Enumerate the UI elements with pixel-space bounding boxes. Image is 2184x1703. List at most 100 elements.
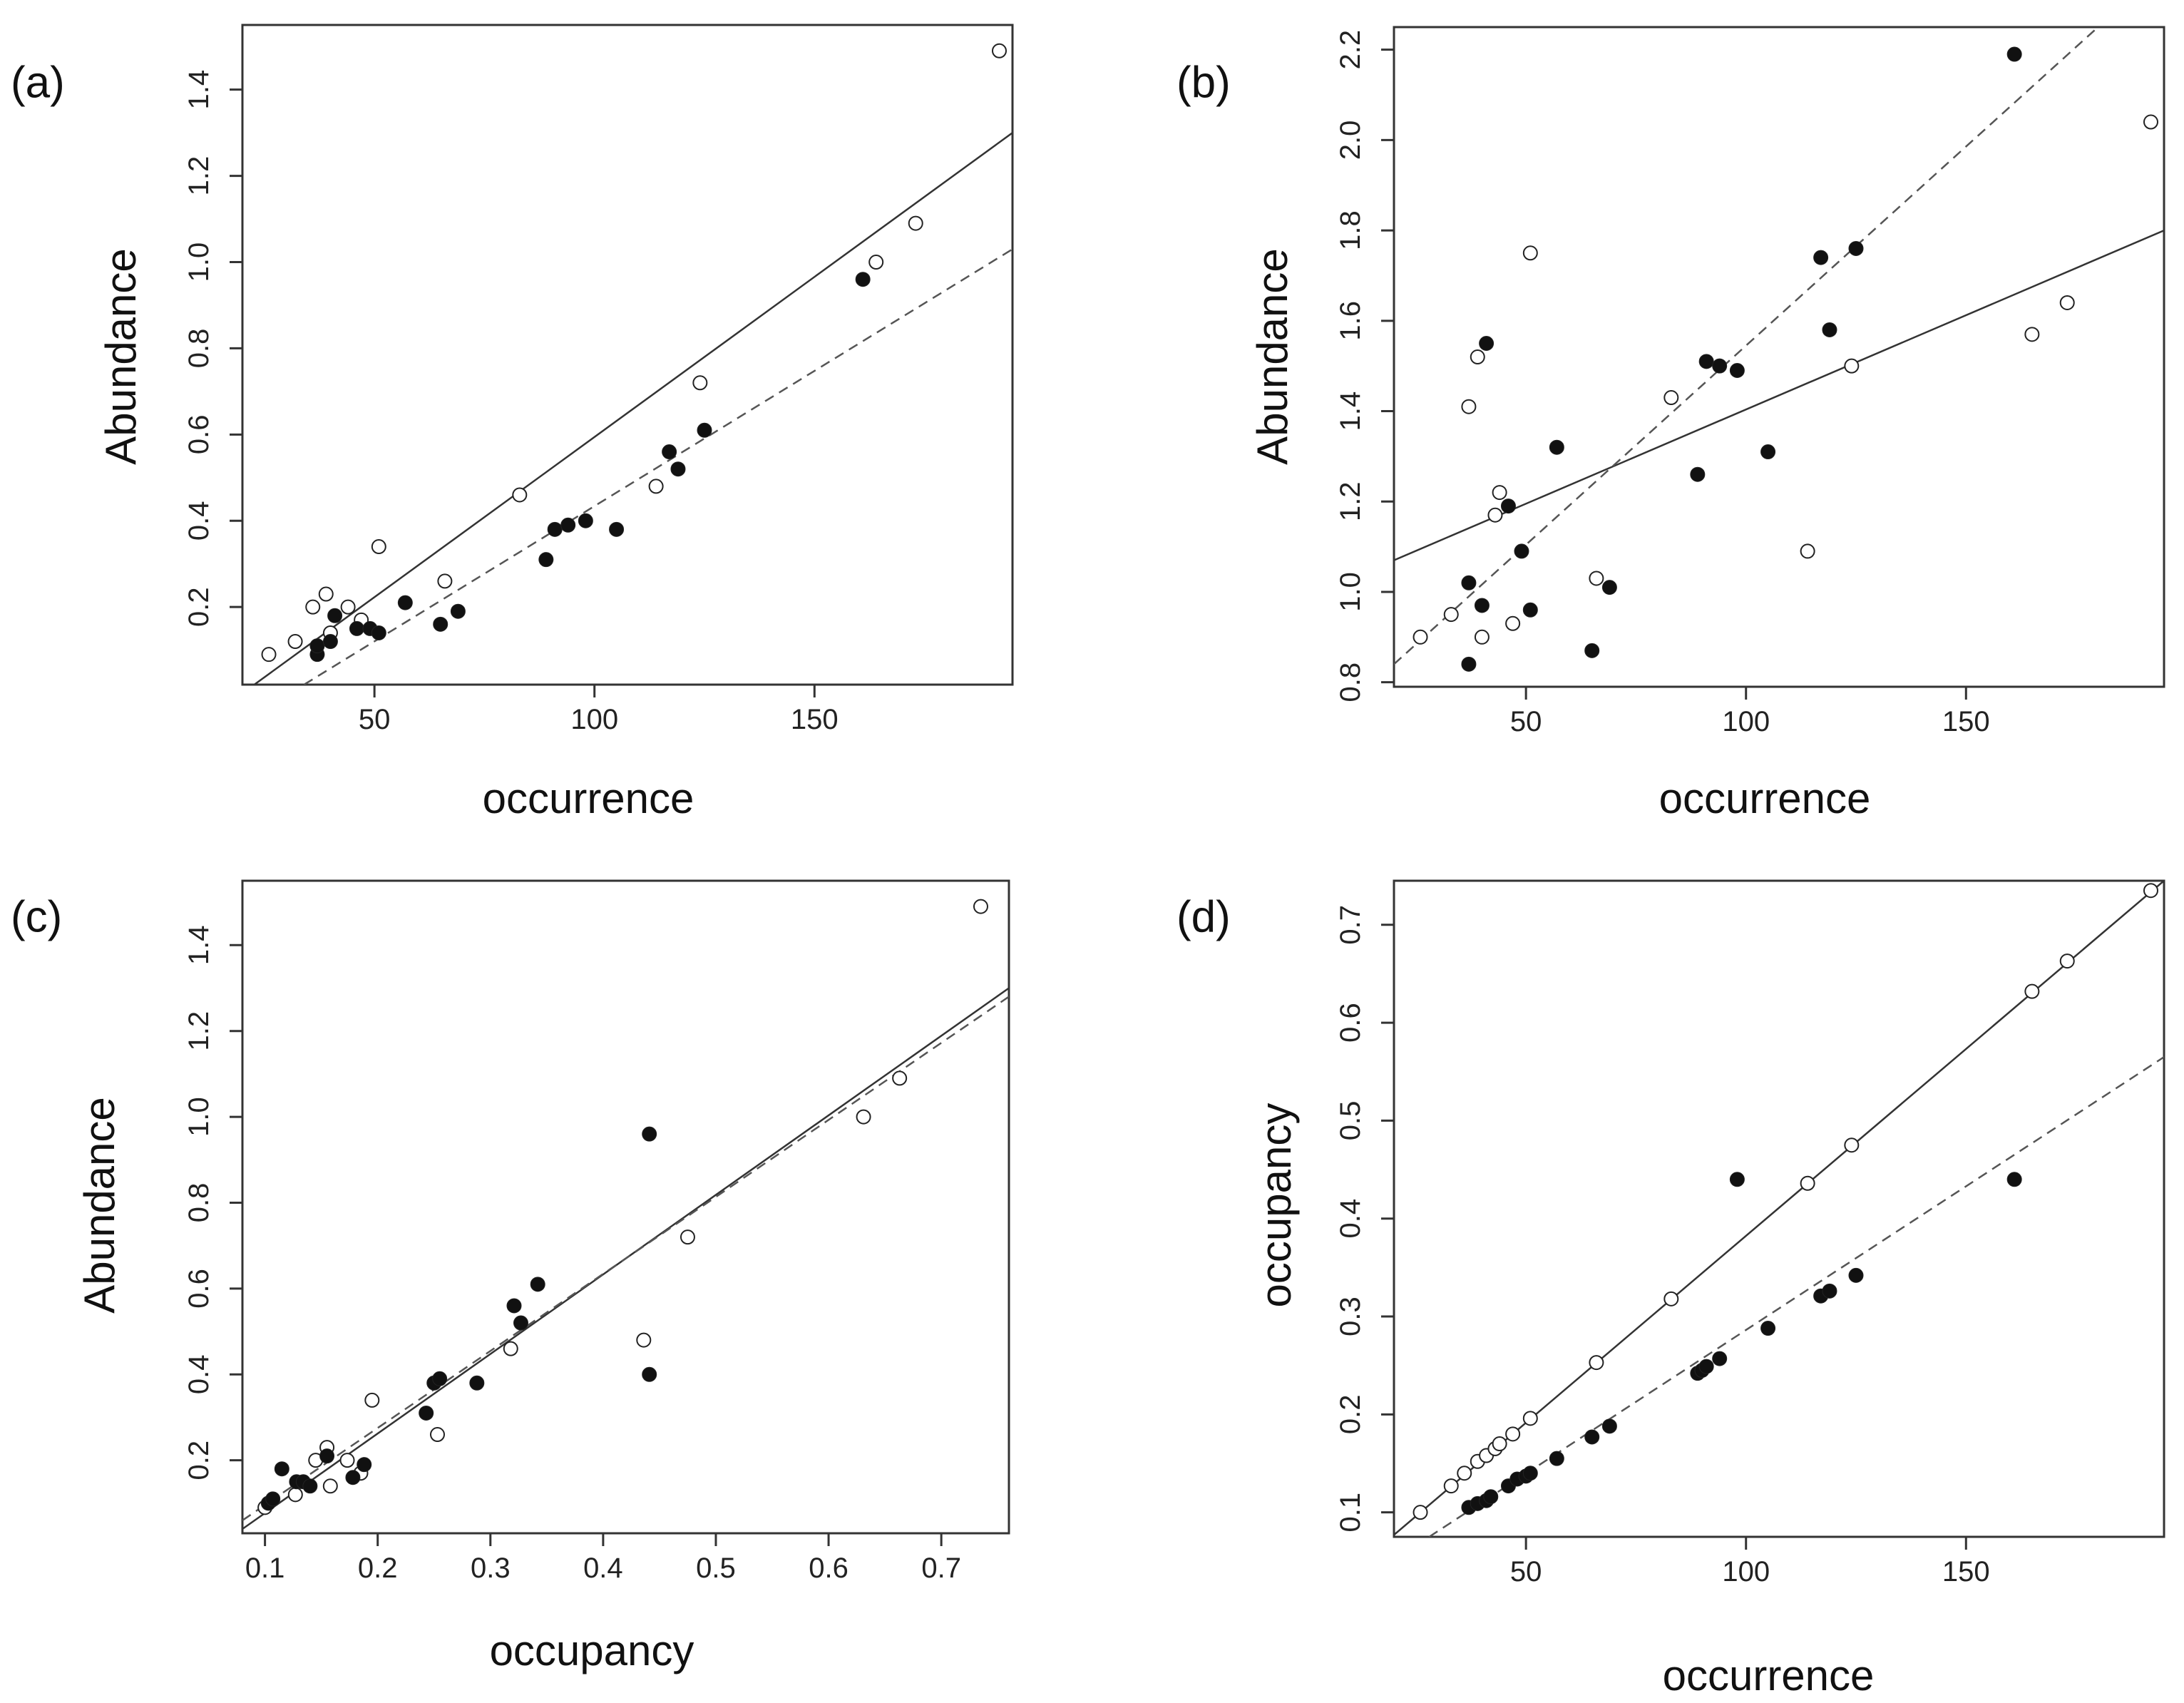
filled-data-point xyxy=(1848,1267,1864,1283)
y-axis-title: Abundance xyxy=(97,248,145,465)
y-tick-label: 0.2 xyxy=(183,587,215,627)
open-data-point xyxy=(287,634,303,650)
filled-data-point xyxy=(1474,598,1490,613)
y-tick-label: 1.4 xyxy=(1335,392,1366,431)
filled-data-point xyxy=(1549,1451,1564,1466)
x-tick-label: 50 xyxy=(1510,706,1542,737)
filled-data-point xyxy=(1479,335,1495,351)
filled-data-point xyxy=(1712,358,1728,374)
plot-frame xyxy=(241,879,1010,1535)
filled-data-point xyxy=(855,272,871,287)
filled-data-point xyxy=(662,444,677,460)
x-tick-label: 100 xyxy=(1722,706,1770,737)
y-tick-label: 0.4 xyxy=(183,1354,215,1394)
y-tick-label: 0.2 xyxy=(183,1441,215,1480)
open-data-point xyxy=(856,1109,871,1125)
filled-data-point xyxy=(1500,498,1516,514)
panel-label: (b) xyxy=(1176,58,1231,107)
y-tick-label: 1.4 xyxy=(183,925,215,965)
open-data-point xyxy=(1663,390,1679,406)
x-axis-title: occurrence xyxy=(1663,1652,1875,1699)
filled-data-point xyxy=(1522,602,1538,618)
filled-data-point xyxy=(506,1298,522,1314)
x-tick-label: 0.3 xyxy=(471,1553,511,1584)
filled-data-point xyxy=(419,1405,434,1421)
open-data-point xyxy=(339,1453,355,1468)
open-data-point xyxy=(1443,1478,1459,1494)
x-tick-label: 150 xyxy=(1942,706,1990,737)
open-data-point xyxy=(2143,114,2158,130)
x-tick-label: 0.1 xyxy=(245,1553,285,1584)
filled-data-point xyxy=(642,1126,657,1142)
open-data-point xyxy=(1800,543,1815,559)
plot-frame xyxy=(1393,879,2165,1538)
panel-a: (a) 50 100 150 0.2 0.4 0.6 0.8 1.0 1.2 1.4 occurren… xyxy=(11,24,1014,822)
y-tick-label: 1.2 xyxy=(183,156,215,196)
open-data-point xyxy=(261,647,277,663)
x-tick-label: 0.4 xyxy=(583,1553,623,1584)
y-tick-label: 1.0 xyxy=(1335,572,1366,612)
open-data-point xyxy=(991,43,1007,58)
open-data-point xyxy=(2059,295,2075,310)
filled-data-point xyxy=(2006,1172,2022,1187)
open-data-point xyxy=(1443,607,1459,623)
y-axis-title: occupancy xyxy=(1252,1103,1300,1308)
open-data-point xyxy=(1413,1505,1428,1520)
open-data-point xyxy=(1589,571,1604,586)
y-tick-label: 0.5 xyxy=(1335,1101,1366,1141)
open-data-point xyxy=(692,375,708,391)
solid-fit-line xyxy=(252,132,1012,685)
y-tick-label: 1.2 xyxy=(183,1011,215,1051)
open-data-point xyxy=(1663,1291,1679,1306)
panel-d: (d) 50 100 150 0.1 0.2 0.3 0.4 0.5 0.6 0.7 occurren… xyxy=(1176,879,2165,1699)
open-data-point xyxy=(1589,1355,1604,1371)
filled-data-point xyxy=(302,1478,318,1494)
filled-data-point xyxy=(538,552,554,568)
filled-data-point xyxy=(1601,1418,1617,1434)
open-data-point xyxy=(1800,1175,1815,1191)
open-data-point xyxy=(512,487,528,503)
panel-label: (c) xyxy=(11,892,62,941)
filled-data-point xyxy=(1483,1489,1499,1505)
open-data-point xyxy=(1844,358,1860,374)
open-data-point xyxy=(908,215,923,231)
y-tick-label: 0.4 xyxy=(1335,1199,1366,1239)
filled-data-point xyxy=(513,1315,528,1331)
x-tick-label: 50 xyxy=(1510,1556,1542,1587)
x-tick-label: 0.2 xyxy=(358,1553,398,1584)
open-data-point xyxy=(1474,629,1490,645)
filled-data-point xyxy=(327,608,343,623)
y-tick-label: 0.6 xyxy=(183,1269,215,1309)
open-data-point xyxy=(287,1487,303,1503)
y-tick-label: 1.8 xyxy=(1335,210,1366,250)
filled-data-point xyxy=(1822,1283,1837,1299)
x-axis-title: occurrence xyxy=(483,774,694,822)
open-data-point xyxy=(1461,399,1477,414)
x-axis-title: occurrence xyxy=(1659,774,1871,822)
filled-data-point xyxy=(1461,575,1477,590)
open-data-point xyxy=(322,1478,338,1494)
filled-data-point xyxy=(432,1371,448,1386)
filled-data-point xyxy=(1813,250,1829,265)
open-data-point xyxy=(973,899,988,914)
filled-data-point xyxy=(697,422,712,438)
open-data-point xyxy=(1487,507,1503,523)
open-data-point xyxy=(1522,245,1538,261)
open-data-point xyxy=(2059,953,2075,969)
open-data-point xyxy=(305,599,321,615)
x-axis-title: occupancy xyxy=(490,1627,694,1674)
open-data-point xyxy=(318,586,334,602)
dashed-fit-line xyxy=(303,248,1012,685)
y-axis-title: Abundance xyxy=(76,1097,123,1314)
y-tick-label: 0.7 xyxy=(1335,905,1366,945)
solid-fit-line xyxy=(1394,229,2164,561)
open-data-point xyxy=(1492,485,1507,501)
open-data-point xyxy=(503,1341,518,1356)
y-tick-label: 0.4 xyxy=(183,501,215,541)
filled-data-point xyxy=(1698,354,1714,369)
filled-data-point xyxy=(1698,1359,1714,1374)
filled-data-point xyxy=(670,461,686,477)
filled-data-point xyxy=(1822,322,1837,337)
filled-data-point xyxy=(1848,240,1864,256)
filled-data-point xyxy=(530,1277,545,1292)
